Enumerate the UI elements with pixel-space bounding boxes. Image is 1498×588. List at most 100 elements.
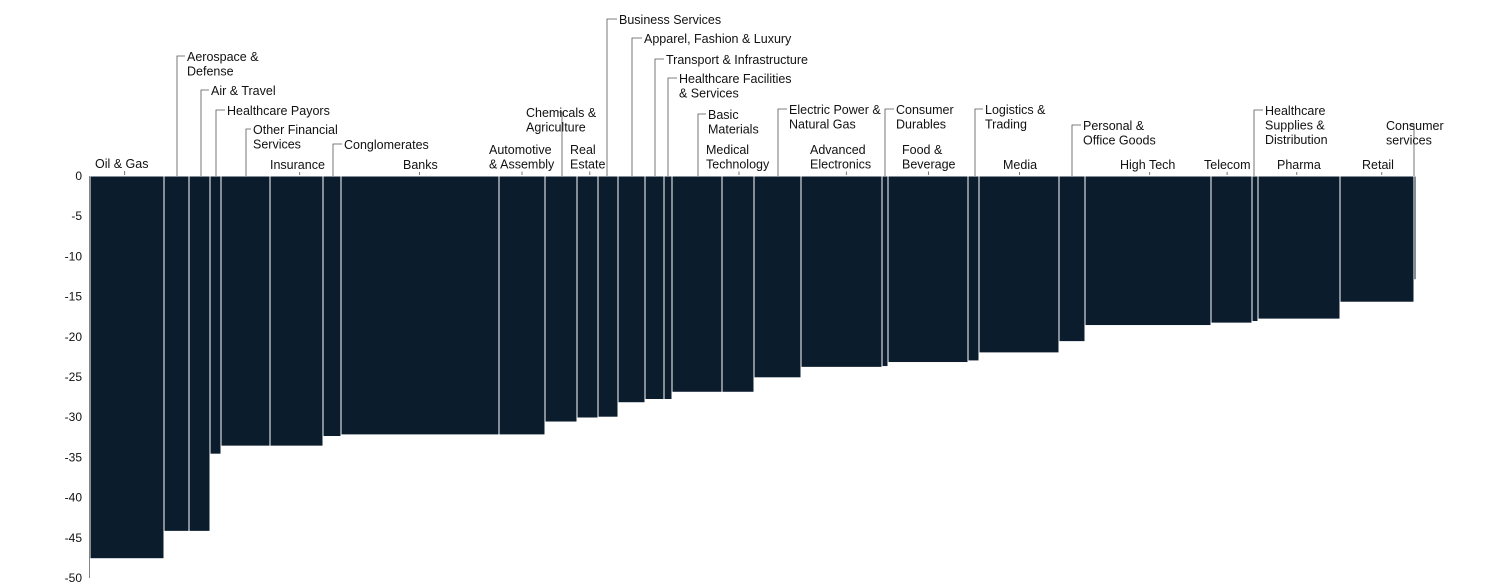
category-label-text: services bbox=[1386, 134, 1432, 148]
category-label-text: Materials bbox=[708, 123, 759, 137]
bar bbox=[967, 175, 980, 362]
bar bbox=[800, 175, 883, 368]
bar bbox=[887, 175, 969, 364]
y-tick-label: -5 bbox=[71, 209, 82, 223]
category-label: Personal &Office Goods bbox=[1071, 119, 1156, 176]
category-label: Chemicals &Agriculture bbox=[526, 106, 597, 176]
bar bbox=[644, 175, 665, 401]
category-label: Healthcare Payors bbox=[215, 104, 330, 176]
category-label: Insurance bbox=[270, 158, 325, 175]
label-leader-line bbox=[667, 77, 677, 176]
bar bbox=[163, 175, 190, 532]
category-label: Pharma bbox=[1277, 158, 1321, 175]
category-label-text: Chemicals & bbox=[526, 106, 597, 120]
category-label-text: Basic bbox=[708, 108, 739, 122]
category-label-text: Other Financial bbox=[253, 123, 338, 137]
category-label: Oil & Gas bbox=[95, 157, 149, 175]
bar bbox=[209, 175, 222, 455]
label-leader-line bbox=[974, 108, 983, 176]
category-label-text: Supplies & bbox=[1265, 119, 1325, 133]
category-label-text: Agriculture bbox=[526, 121, 586, 135]
y-tick-label: -45 bbox=[65, 531, 83, 545]
bar bbox=[322, 175, 342, 437]
bar bbox=[671, 175, 723, 393]
category-label-text: Air & Travel bbox=[211, 84, 276, 98]
category-label-text: Trading bbox=[985, 118, 1027, 132]
label-leader-line bbox=[558, 111, 563, 176]
bar bbox=[576, 175, 599, 419]
label-leader-line bbox=[1410, 124, 1415, 176]
category-label: Automotive& Assembly bbox=[489, 143, 555, 175]
category-label-text: Electronics bbox=[810, 158, 871, 172]
bar bbox=[340, 175, 500, 436]
category-label: Aerospace &Defense bbox=[176, 50, 259, 176]
bar bbox=[617, 175, 646, 404]
label-leader-line bbox=[606, 18, 617, 176]
label-leader-line bbox=[332, 143, 342, 176]
category-label: Electric Power &Natural Gas bbox=[777, 103, 881, 176]
category-label: Telecom bbox=[1204, 158, 1251, 175]
category-label-text: Transport & Infrastructure bbox=[666, 53, 808, 67]
category-label: Food &Beverage bbox=[902, 143, 956, 175]
category-label: Media bbox=[1003, 158, 1037, 175]
category-label-text: Beverage bbox=[902, 158, 956, 172]
category-label-text: Healthcare Payors bbox=[227, 104, 330, 118]
category-label-text: Business Services bbox=[619, 13, 721, 27]
category-label-text: Defense bbox=[187, 65, 234, 79]
category-label: Transport & Infrastructure bbox=[654, 53, 808, 176]
bar bbox=[269, 175, 324, 447]
label-leader-line bbox=[884, 108, 894, 176]
y-tick-label: -50 bbox=[65, 571, 83, 585]
y-tick-label: 0 bbox=[75, 169, 82, 183]
bar bbox=[753, 175, 802, 379]
category-label-text: Services bbox=[253, 138, 301, 152]
bar bbox=[544, 175, 578, 423]
category-label-text: Distribution bbox=[1265, 133, 1328, 147]
bar bbox=[1210, 175, 1253, 324]
category-label-text: Retail bbox=[1362, 158, 1394, 172]
category-label: Healthcare Facilities& Services bbox=[667, 72, 792, 176]
category-label-text: Medical bbox=[706, 143, 749, 157]
y-tick-label: -10 bbox=[65, 249, 83, 263]
y-tick-label: -35 bbox=[65, 450, 83, 464]
label-leader-line bbox=[631, 37, 642, 176]
bar bbox=[498, 175, 546, 436]
category-label: Apparel, Fashion & Luxury bbox=[631, 32, 792, 176]
category-label-text: Banks bbox=[403, 158, 438, 172]
category-label-text: Healthcare bbox=[1265, 104, 1325, 118]
bar bbox=[1413, 175, 1417, 281]
category-label-text: Food & bbox=[902, 143, 943, 157]
bars-group bbox=[89, 175, 1417, 560]
category-label-text: Real bbox=[570, 143, 596, 157]
y-tick-label: -15 bbox=[65, 290, 83, 304]
category-label-text: & Assembly bbox=[489, 158, 555, 172]
category-label-text: Office Goods bbox=[1083, 134, 1156, 148]
label-leader-line bbox=[1071, 124, 1081, 176]
category-label: Conglomerates bbox=[332, 138, 429, 176]
category-label: Banks bbox=[403, 158, 438, 175]
bar bbox=[881, 175, 889, 368]
label-leader-line bbox=[245, 128, 251, 176]
category-label-text: Personal & bbox=[1083, 119, 1145, 133]
y-axis: 0 -5 -10 -15 -20 -25 -30 -35 -40 -45 -50 bbox=[65, 169, 90, 585]
label-leader-line bbox=[200, 89, 209, 176]
label-leader-line bbox=[176, 55, 185, 176]
category-label: Retail bbox=[1362, 158, 1394, 175]
category-label-text: Media bbox=[1003, 158, 1037, 172]
bar bbox=[1257, 175, 1341, 320]
label-leader-line bbox=[215, 109, 225, 176]
bar bbox=[978, 175, 1060, 354]
category-label-text: Consumer bbox=[1386, 119, 1444, 133]
category-label-text: High Tech bbox=[1120, 158, 1175, 172]
y-tick-label: -25 bbox=[65, 370, 83, 384]
label-leader-line bbox=[1253, 109, 1263, 176]
category-label-text: Automotive bbox=[489, 143, 552, 157]
category-label-text: Durables bbox=[896, 118, 946, 132]
bar bbox=[1251, 175, 1259, 323]
